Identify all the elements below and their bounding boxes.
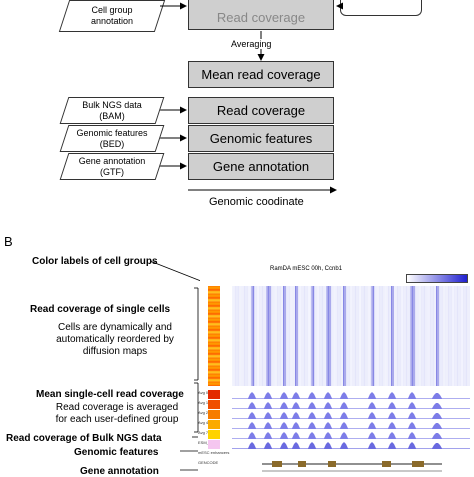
gene-annotation-input: Gene annotation (GTF) [59, 153, 165, 180]
cell-group-color-strip [208, 286, 220, 386]
group-color-box [208, 430, 220, 439]
panel-b-letter: B [4, 234, 13, 249]
group-color-box [208, 400, 220, 409]
averaging-label: Averaging [229, 39, 274, 49]
mean-read-coverage-box: Mean read coverage [188, 61, 334, 88]
mean-read-coverage-label: Mean read coverage [201, 67, 321, 82]
genomic-features-box: Genomic features [188, 125, 334, 152]
bulk-coverage-annotation: Read coverage of Bulk NGS data [6, 433, 162, 444]
mean-coverage-annotation: Mean single-cell read coverage [36, 389, 184, 400]
single-cell-heatmap [232, 286, 470, 386]
mean-coverage-tracks [232, 392, 470, 449]
bulk-ngs-input: Bulk NGS data (BAM) [59, 97, 165, 124]
track-label: Avg 12h [198, 400, 213, 405]
genomic-features-annotation: Genomic features [74, 447, 159, 458]
color-scale-bar [406, 274, 468, 283]
genomic-features-input: Genomic features (BED) [59, 125, 165, 152]
gene-annotation-input-label: Gene annotation (GTF) [78, 155, 146, 177]
bulk-ngs-label: Bulk NGS data (BAM) [82, 99, 142, 121]
group-color-box [208, 390, 220, 399]
group-color-box [208, 410, 220, 419]
browser-title: RamDA mESC 00h, Ccnb1 [270, 266, 343, 272]
single-cells-description: Cells are dynamically and automatically … [56, 322, 174, 357]
cell-group-annotation-input: Cell group annotation [58, 0, 166, 32]
gene-annotation-annotation: Gene annotation [80, 466, 159, 477]
track-label: ESM_nl [198, 440, 213, 445]
read-coverage-label: Read coverage [216, 103, 306, 118]
gene-annotation-track [262, 461, 442, 472]
track-label: Avg 48h [198, 420, 213, 425]
group-color-box [208, 440, 220, 449]
cell-group-annotation-label: Cell group annotation [90, 5, 134, 26]
genomic-coordinate-label: Genomic coodinate [209, 196, 304, 208]
read-coverage-top-label: Read coverage [216, 10, 306, 25]
read-coverage-box: Read coverage [188, 97, 334, 124]
gene-annotation-box: Gene annotation [188, 153, 334, 180]
callout-lines [149, 260, 207, 471]
color-labels-annotation: Color labels of cell groups [32, 256, 158, 267]
track-label: mESC enhancers [198, 450, 230, 455]
read-coverage-top-box: Read coverage [188, 0, 334, 30]
gene-annotation-label: Gene annotation [212, 159, 310, 174]
genome-browser-view: RamDA mESC 00h, Ccnb1 Avg 00h Avg 12h Avg … [198, 262, 474, 474]
track-label: GENCODE [198, 460, 219, 465]
genomic-features-input-label: Genomic features (BED) [76, 127, 148, 149]
track-label: Avg 24h [198, 410, 213, 415]
genomic-features-label: Genomic features [209, 131, 313, 146]
mean-coverage-description: Read coverage is averaged for each user-… [55, 402, 179, 425]
single-cells-annotation: Read coverage of single cells [30, 304, 171, 315]
track-label: Avg 00h [198, 390, 213, 395]
group-color-box [208, 420, 220, 429]
track-label: Avg 72h [198, 430, 213, 435]
